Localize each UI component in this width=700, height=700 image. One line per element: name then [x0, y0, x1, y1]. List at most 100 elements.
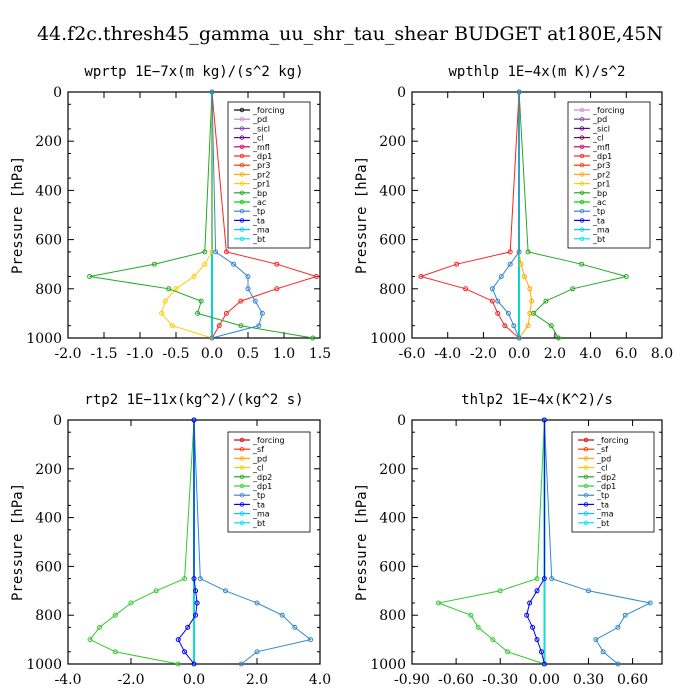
panel-2: wpthlp 1E−4x(m K)/s^2 Pressure [hPa] 0 200 4… — [354, 64, 673, 362]
data-point — [182, 576, 188, 582]
data-point — [548, 323, 554, 329]
y-tick-label: 0 — [397, 85, 406, 101]
data-point — [185, 624, 191, 630]
data-point — [202, 261, 208, 267]
legend-marker — [583, 465, 589, 470]
legend-marker — [239, 474, 245, 479]
x-tick-label: -2.0 — [55, 346, 82, 362]
legend-marker — [239, 218, 245, 223]
data-point — [534, 576, 540, 582]
data-point — [570, 286, 576, 292]
legend-label: _pd — [252, 115, 267, 124]
data-point — [541, 417, 547, 423]
series-line-ta — [177, 420, 198, 665]
data-point — [112, 649, 118, 655]
data-point — [191, 274, 197, 279]
legend-label: _mfl — [592, 143, 610, 152]
legend-label: _dp1 — [592, 152, 612, 161]
y-tick-label: 400 — [35, 183, 62, 199]
legend-label: _cl — [252, 134, 264, 143]
data-point — [534, 588, 540, 594]
legend-marker — [579, 199, 585, 205]
legend-marker — [579, 190, 585, 195]
legend-label: _dp1 — [252, 482, 272, 491]
data-point — [529, 298, 535, 304]
legend-marker — [239, 502, 245, 507]
data-point — [259, 310, 265, 316]
legend-marker — [579, 181, 585, 186]
x-tick-label: -6.0 — [399, 346, 426, 362]
data-point — [310, 335, 316, 341]
legend-marker — [583, 447, 589, 452]
legend-label: _dp2 — [252, 473, 272, 482]
data-point — [175, 637, 181, 643]
x-tick-label: 0.0 — [201, 346, 223, 362]
data-point — [231, 261, 237, 267]
data-point — [518, 261, 524, 267]
legend-marker — [239, 483, 245, 489]
data-point — [197, 576, 203, 582]
data-point — [238, 661, 244, 667]
data-point — [308, 637, 314, 643]
legend-label: _ta — [252, 500, 265, 509]
data-point — [502, 323, 508, 329]
legend-label: _tp — [252, 207, 265, 216]
data-point — [193, 612, 199, 618]
legend-label: _cl — [592, 134, 604, 143]
x-tick-label: 4.0 — [309, 672, 331, 688]
legend-marker — [583, 493, 589, 498]
legend: _forcing_pd_sicl_cl_mfl_dp1_pr3_pr2_pr1_… — [227, 101, 311, 249]
series-line-bp — [518, 91, 627, 339]
data-point — [527, 600, 533, 606]
data-point — [527, 286, 533, 292]
data-point — [622, 612, 628, 618]
data-point — [516, 89, 522, 95]
data-point — [418, 274, 424, 279]
x-tick-label: -4.0 — [55, 672, 82, 688]
data-point — [475, 624, 481, 630]
legend-marker — [239, 162, 245, 168]
data-point — [198, 298, 204, 304]
data-point — [505, 310, 511, 316]
legend-label: _pr3 — [592, 161, 610, 170]
panel-title: rtp2 1E−11x(kg^2)/(kg^2 s) — [84, 392, 303, 408]
y-tick-label: 200 — [379, 462, 406, 478]
data-point — [555, 335, 561, 341]
legend-marker — [239, 172, 245, 177]
x-tick-label: 1.0 — [273, 346, 295, 362]
data-point — [530, 624, 536, 630]
legend-marker — [579, 172, 585, 177]
panel-title: thlp2 1E−4x(K^2)/s — [461, 392, 613, 408]
legend-label: _cl — [596, 464, 608, 473]
legend-marker — [583, 511, 589, 516]
data-point — [538, 649, 544, 655]
data-point — [490, 637, 496, 643]
x-tick-label: -2.0 — [470, 346, 497, 362]
legend-marker — [239, 493, 245, 498]
data-point — [128, 600, 134, 606]
y-tick-label: 600 — [379, 233, 406, 249]
data-point — [525, 249, 531, 255]
legend-label: _pr1 — [592, 180, 610, 189]
data-point — [495, 298, 501, 304]
y-tick-label: 400 — [379, 183, 406, 199]
data-point — [549, 576, 555, 582]
legend-marker — [579, 126, 585, 131]
legend-label: _bp — [252, 189, 267, 198]
y-axis-label: Pressure [hPa] — [354, 483, 370, 601]
legend-label: _bp — [592, 189, 607, 198]
legend-label: _ma — [252, 510, 270, 519]
x-tick-label: 0.0 — [183, 672, 205, 688]
series-line-pr2 — [518, 92, 533, 339]
x-tick-label: -1.5 — [91, 346, 118, 362]
x-tick-label: 0.0 — [508, 346, 530, 362]
data-point — [191, 576, 197, 582]
series-line-dp1 — [211, 91, 319, 339]
legend-marker — [239, 236, 245, 241]
legend-marker — [579, 116, 585, 122]
y-tick-label: 400 — [35, 511, 62, 527]
data-point — [97, 624, 102, 630]
series-line-ta — [526, 420, 545, 665]
legend-label: _pr3 — [252, 161, 270, 170]
